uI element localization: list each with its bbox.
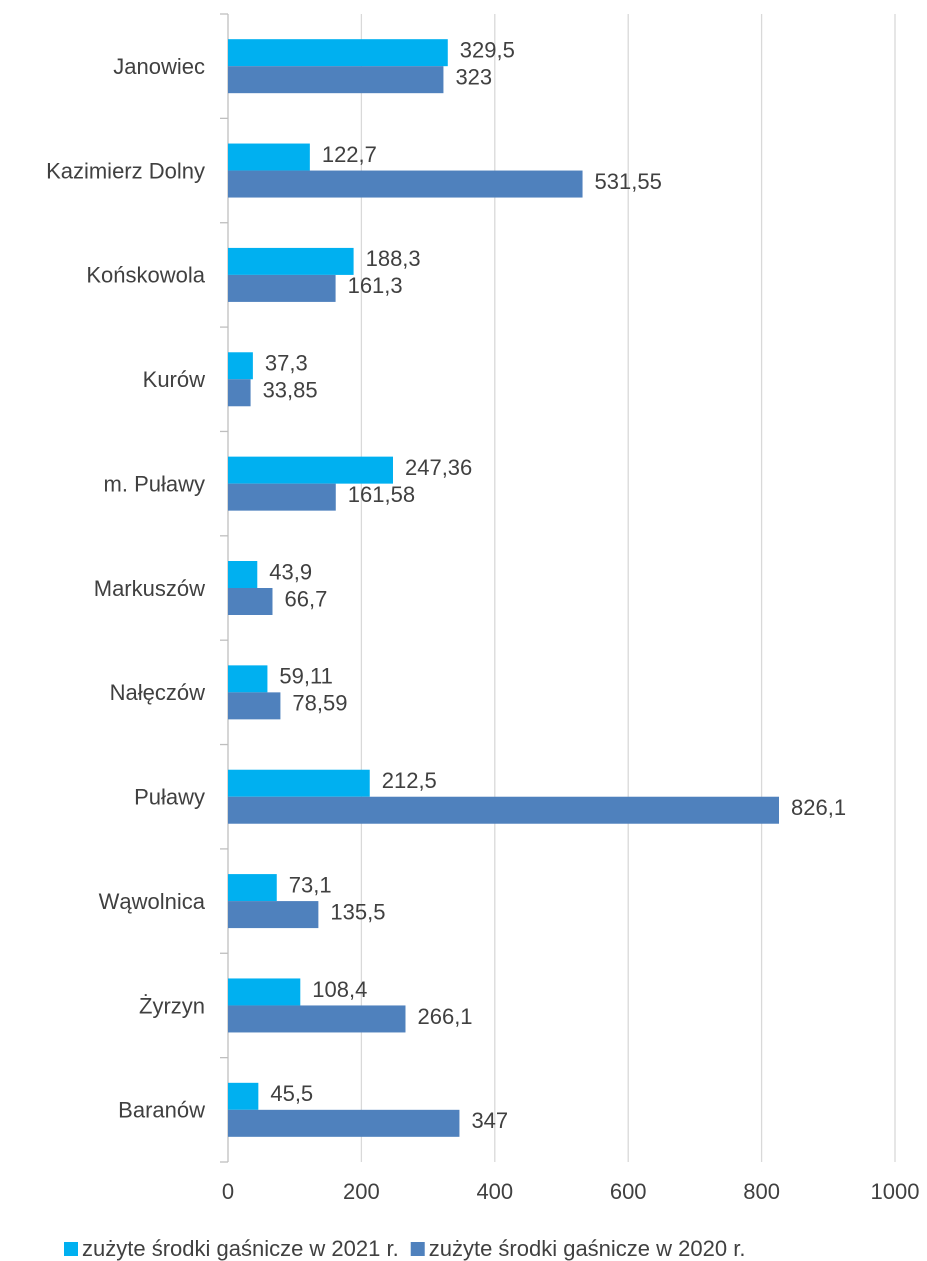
y-tick-label: Kurów [143, 367, 205, 392]
data-label: 43,9 [269, 559, 312, 584]
data-label: 161,3 [348, 273, 403, 298]
x-tick-label: 600 [610, 1179, 647, 1204]
x-tick-label: 400 [476, 1179, 513, 1204]
bar [228, 874, 277, 902]
bar [228, 561, 258, 588]
bar [228, 274, 336, 302]
data-label: 531,55 [595, 169, 662, 194]
bar [228, 483, 336, 511]
y-tick-label: Markuszów [94, 576, 205, 601]
bar [228, 901, 319, 929]
data-label: 59,11 [279, 664, 332, 689]
data-label: 66,7 [284, 586, 327, 611]
bar [228, 143, 310, 171]
bar [228, 665, 268, 693]
data-label: 45,5 [270, 1081, 313, 1106]
bar [228, 692, 281, 720]
data-label: 108,4 [312, 977, 367, 1002]
x-tick-label: 200 [343, 1179, 380, 1204]
bar [228, 796, 780, 824]
data-label: 37,3 [265, 351, 308, 376]
bar [228, 170, 583, 198]
y-tick-label: Puławy [134, 785, 205, 810]
bar [228, 769, 370, 797]
legend-swatch [64, 1242, 78, 1256]
data-label: 266,1 [417, 1004, 472, 1029]
bar [228, 66, 444, 94]
x-tick-label: 800 [743, 1179, 780, 1204]
bar [228, 352, 253, 380]
bar [228, 39, 448, 67]
data-label: 188,3 [366, 246, 421, 271]
bar [228, 1005, 406, 1033]
bar [228, 588, 273, 615]
data-label: 826,1 [791, 795, 846, 820]
data-label: 247,36 [405, 455, 472, 480]
y-tick-label: Janowiec [113, 54, 205, 79]
y-tick-label: Baranów [118, 1098, 205, 1123]
x-tick-label: 1000 [871, 1179, 920, 1204]
bar [228, 379, 251, 407]
data-label: 33,85 [263, 378, 318, 403]
bar [228, 1109, 460, 1137]
data-label: 161,58 [348, 482, 415, 507]
data-label: 122,7 [322, 142, 377, 167]
bar [228, 1082, 259, 1110]
data-label: 329,5 [460, 37, 515, 62]
legend-label: zużyte środki gaśnicze w 2020 r. [429, 1236, 746, 1261]
y-tick-label: Kazimierz Dolny [46, 158, 205, 183]
bar [228, 978, 301, 1006]
legend-swatch [410, 1242, 425, 1256]
y-tick-label: Końskowola [86, 263, 205, 288]
x-tick-label: 0 [222, 1179, 234, 1204]
y-tick-label: Żyrzyn [139, 993, 205, 1018]
data-label: 78,59 [292, 691, 347, 716]
bar [228, 247, 354, 275]
data-label: 212,5 [382, 768, 437, 793]
data-label: 73,1 [289, 872, 332, 897]
bar [228, 456, 393, 484]
data-label: 347 [471, 1108, 508, 1133]
y-tick-label: Nałęczów [110, 680, 205, 705]
data-label: 135,5 [330, 899, 385, 924]
data-label: 323 [455, 64, 492, 89]
y-tick-label: Wąwolnica [99, 889, 206, 914]
y-tick-label: m. Puławy [104, 471, 205, 496]
legend-label: zużyte środki gaśnicze w 2021 r. [82, 1236, 399, 1261]
